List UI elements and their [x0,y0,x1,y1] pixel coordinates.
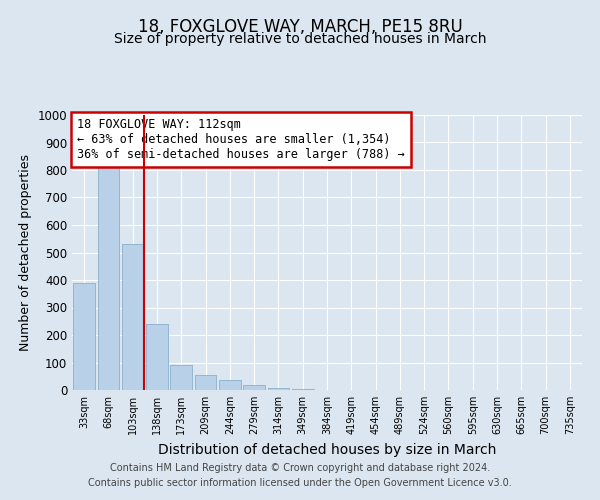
Y-axis label: Number of detached properties: Number of detached properties [19,154,32,351]
Bar [292,389,314,390]
Bar [146,324,168,390]
Text: Contains HM Land Registry data © Crown copyright and database right 2024.
Contai: Contains HM Land Registry data © Crown c… [88,462,512,487]
Bar [268,388,289,390]
X-axis label: Distribution of detached houses by size in March: Distribution of detached houses by size … [158,442,496,456]
Bar [219,380,241,390]
Text: Size of property relative to detached houses in March: Size of property relative to detached ho… [114,32,486,46]
Text: 18, FOXGLOVE WAY, MARCH, PE15 8RU: 18, FOXGLOVE WAY, MARCH, PE15 8RU [137,18,463,36]
Bar [122,244,143,390]
Bar [170,365,192,390]
Bar [194,375,217,390]
Bar [97,162,119,390]
Bar [243,385,265,390]
Text: 18 FOXGLOVE WAY: 112sqm
← 63% of detached houses are smaller (1,354)
36% of semi: 18 FOXGLOVE WAY: 112sqm ← 63% of detache… [77,118,405,161]
Bar [73,283,95,390]
